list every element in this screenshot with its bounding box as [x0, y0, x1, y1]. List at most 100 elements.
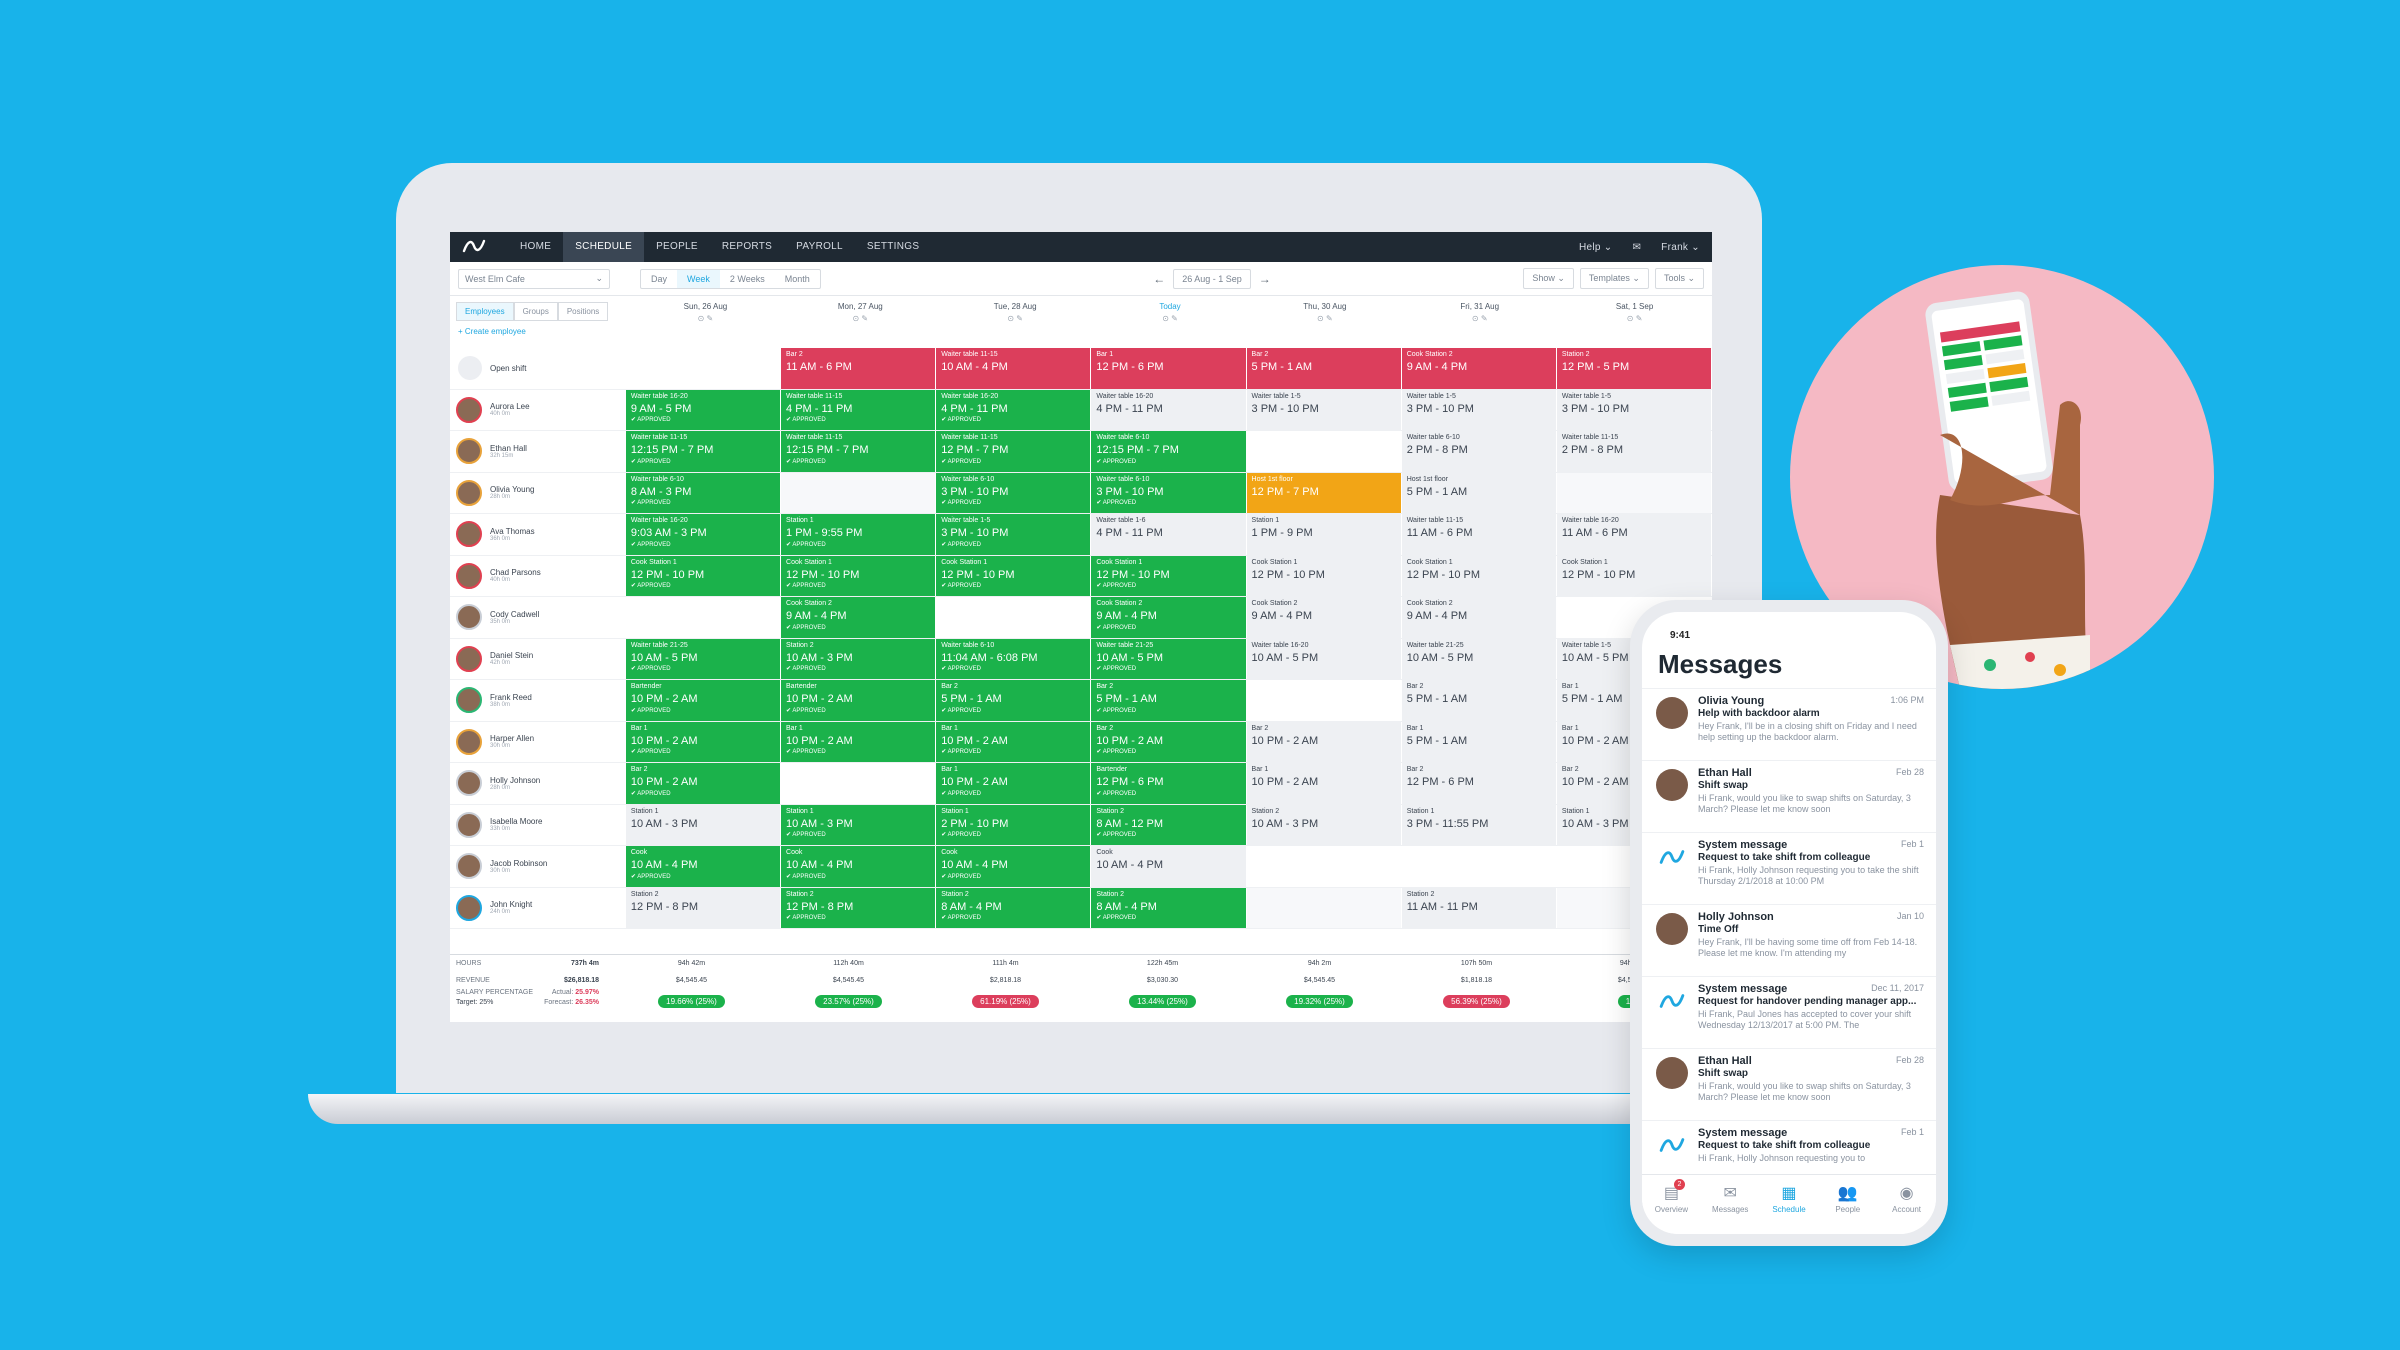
- empty-cell[interactable]: [625, 348, 781, 389]
- shift-cell[interactable]: Waiter table 16-20 9 AM - 5 PM ✔ APPROVED: [625, 389, 781, 430]
- shift-cell[interactable]: Waiter table 6-10 2 PM - 8 PM: [1401, 431, 1556, 472]
- day-label[interactable]: Sat, 1 Sep: [1615, 302, 1654, 311]
- day-actions-icon[interactable]: ⊙ ✎: [1626, 314, 1643, 323]
- view-week[interactable]: Week: [677, 269, 720, 288]
- message-item[interactable]: System message Feb 1 Request to take shift…: [1642, 832, 1936, 904]
- shift-cell[interactable]: Station 2 11 AM - 11 PM: [1401, 887, 1556, 928]
- shift-cell[interactable]: Waiter table 1-5 3 PM - 10 PM: [1401, 389, 1556, 430]
- shift-cell[interactable]: Waiter table 11-15 12 PM - 7 PM ✔ APPROVED: [936, 431, 1091, 472]
- shift-cell[interactable]: Waiter table 21-25 10 AM - 5 PM: [1401, 638, 1556, 679]
- shift-cell[interactable]: Waiter table 11-15 2 PM - 8 PM: [1556, 431, 1712, 472]
- shift-cell[interactable]: Cook 10 AM - 4 PM ✔ APPROVED: [936, 846, 1091, 887]
- employee-cell[interactable]: Isabella Moore 33h 0m: [450, 805, 626, 846]
- day-label[interactable]: Tue, 28 Aug: [993, 302, 1037, 311]
- shift-cell[interactable]: Waiter table 16-20 11 AM - 6 PM: [1556, 514, 1712, 555]
- nav-item-home[interactable]: HOME: [520, 241, 552, 252]
- nav-item-reports[interactable]: REPORTS: [721, 241, 773, 252]
- shift-cell[interactable]: Waiter table 16-20 4 PM - 11 PM ✔ APPROVED: [936, 389, 1091, 430]
- shift-cell[interactable]: Bar 2 10 PM - 2 AM ✔ APPROVED: [625, 763, 781, 804]
- tab-people[interactable]: 👥 People: [1818, 1175, 1877, 1234]
- shift-cell[interactable]: Waiter table 11-15 4 PM - 11 PM ✔ APPROVED: [781, 389, 936, 430]
- shift-cell[interactable]: Cook Station 2 9 AM - 4 PM: [1246, 597, 1401, 638]
- shift-cell[interactable]: Waiter table 1-6 4 PM - 11 PM: [1091, 514, 1246, 555]
- employee-cell[interactable]: Jacob Robinson 30h 0m: [450, 846, 626, 887]
- shift-cell[interactable]: Cook Station 1 12 PM - 10 PM: [1246, 555, 1401, 596]
- employee-cell[interactable]: Holly Johnson 28h 0m: [450, 763, 626, 804]
- shift-cell[interactable]: Waiter table 16-20 10 AM - 5 PM: [1246, 638, 1401, 679]
- shift-cell[interactable]: Station 2 8 AM - 4 PM ✔ APPROVED: [936, 887, 1091, 928]
- shift-cell[interactable]: Bar 2 11 AM - 6 PM: [781, 348, 936, 389]
- shift-cell[interactable]: Station 1 3 PM - 11:55 PM: [1401, 804, 1556, 845]
- employee-cell[interactable]: Cody Cadwell 35h 0m: [450, 597, 626, 638]
- day-label[interactable]: Today: [1159, 302, 1181, 311]
- day-label[interactable]: Fri, 31 Aug: [1460, 302, 1500, 311]
- shift-cell[interactable]: Waiter table 1-5 3 PM - 10 PM: [1246, 389, 1401, 430]
- shift-cell[interactable]: Station 2 12 PM - 8 PM: [625, 887, 781, 928]
- shift-cell[interactable]: Bar 1 10 PM - 2 AM ✔ APPROVED: [625, 721, 781, 762]
- shift-cell[interactable]: Waiter table 1-5 3 PM - 10 PM: [1556, 389, 1712, 430]
- create-employee-link[interactable]: + Create employee: [458, 327, 526, 336]
- shift-cell[interactable]: Station 2 8 AM - 12 PM ✔ APPROVED: [1091, 804, 1246, 845]
- shift-cell[interactable]: Bar 1 10 PM - 2 AM ✔ APPROVED: [781, 721, 936, 762]
- shift-cell[interactable]: Cook Station 2 9 AM - 4 PM: [1401, 597, 1556, 638]
- shift-cell[interactable]: Station 1 1 PM - 9 PM: [1246, 514, 1401, 555]
- empty-cell[interactable]: [781, 763, 936, 804]
- employee-cell[interactable]: Aurora Lee 40h 0m: [450, 390, 626, 431]
- shift-cell[interactable]: Waiter table 11-15 12:15 PM - 7 PM ✔ APPRO…: [781, 431, 936, 472]
- empty-cell[interactable]: [625, 597, 781, 638]
- shift-cell[interactable]: Cook 10 AM - 4 PM ✔ APPROVED: [625, 846, 781, 887]
- shift-cell[interactable]: Waiter table 1-5 3 PM - 10 PM ✔ APPROVED: [936, 514, 1091, 555]
- employee-cell[interactable]: Olivia Young 28h 0m: [450, 473, 626, 514]
- shift-cell[interactable]: Cook Station 1 12 PM - 10 PM ✔ APPROVED: [936, 555, 1091, 596]
- shift-cell[interactable]: Waiter table 6-10 12:15 PM - 7 PM ✔ APPROV…: [1091, 431, 1246, 472]
- shift-cell[interactable]: Cook Station 1 12 PM - 10 PM: [1401, 555, 1556, 596]
- day-actions-icon[interactable]: ⊙ ✎: [852, 314, 869, 323]
- shift-cell[interactable]: Cook 10 AM - 4 PM: [1091, 846, 1246, 887]
- shift-cell[interactable]: Waiter table 11-15 12:15 PM - 7 PM ✔ APPRO…: [625, 431, 781, 472]
- tab-schedule[interactable]: ▦ Schedule: [1760, 1175, 1819, 1234]
- message-item[interactable]: Ethan Hall Feb 28 Shift swap Hi Frank, woul…: [1642, 1048, 1936, 1120]
- shift-cell[interactable]: Host 1st floor 12 PM - 7 PM: [1246, 472, 1401, 513]
- shift-cell[interactable]: Waiter table 11-15 11 AM - 6 PM: [1401, 514, 1556, 555]
- day-label[interactable]: Sun, 26 Aug: [683, 302, 728, 311]
- shift-cell[interactable]: Bar 2 5 PM - 1 AM: [1401, 680, 1556, 721]
- tools-button[interactable]: Tools ⌄: [1654, 268, 1704, 289]
- shift-cell[interactable]: Bar 1 10 PM - 2 AM ✔ APPROVED: [936, 721, 1091, 762]
- shift-cell[interactable]: Bar 1 10 PM - 2 AM: [1246, 763, 1401, 804]
- employee-cell[interactable]: Open shift: [450, 348, 626, 389]
- day-actions-icon[interactable]: ⊙ ✎: [1317, 314, 1333, 323]
- nav-item-settings[interactable]: SETTINGS: [866, 241, 920, 252]
- shift-cell[interactable]: Cook 10 AM - 4 PM ✔ APPROVED: [781, 846, 936, 887]
- shift-cell[interactable]: Bar 2 12 PM - 6 PM: [1401, 763, 1556, 804]
- employee-cell[interactable]: Daniel Stein 42h 0m: [450, 639, 626, 680]
- message-item[interactable]: Holly Johnson Jan 10 Time Off Hey Frank, I'…: [1642, 904, 1936, 976]
- shift-cell[interactable]: Bar 2 10 PM - 2 AM: [1246, 721, 1401, 762]
- shift-cell[interactable]: Station 2 12 PM - 5 PM: [1556, 348, 1712, 389]
- shift-cell[interactable]: Host 1st floor 5 PM - 1 AM: [1401, 472, 1556, 513]
- tab-positions[interactable]: Positions: [557, 302, 609, 321]
- employee-cell[interactable]: Chad Parsons 40h 0m: [450, 556, 626, 597]
- shift-cell[interactable]: Waiter table 16-20 4 PM - 11 PM: [1091, 389, 1246, 430]
- next-week-icon[interactable]: →: [1258, 271, 1271, 286]
- shift-cell[interactable]: Waiter table 21-25 10 AM - 5 PM ✔ APPROVED: [625, 638, 781, 679]
- shift-cell[interactable]: Bar 2 10 PM - 2 AM ✔ APPROVED: [1091, 721, 1246, 762]
- shift-cell[interactable]: Bartender 12 PM - 6 PM ✔ APPROVED: [1091, 763, 1246, 804]
- empty-cell[interactable]: [1246, 680, 1401, 721]
- shift-cell[interactable]: Waiter table 6-10 3 PM - 10 PM ✔ APPROVED: [1091, 472, 1246, 513]
- location-select[interactable]: West Elm Cafe ⌄: [458, 268, 610, 289]
- shift-cell[interactable]: Bartender 10 PM - 2 AM ✔ APPROVED: [781, 680, 936, 721]
- app-logo-icon[interactable]: [462, 238, 490, 256]
- shift-cell[interactable]: Station 2 12 PM - 8 PM ✔ APPROVED: [781, 887, 936, 928]
- day-label[interactable]: Mon, 27 Aug: [837, 302, 883, 311]
- shift-cell[interactable]: Bar 1 5 PM - 1 AM: [1401, 721, 1556, 762]
- message-item[interactable]: Ethan Hall Feb 28 Shift swap Hi Frank, woul…: [1642, 760, 1936, 832]
- shift-cell[interactable]: Waiter table 6-10 3 PM - 10 PM ✔ APPROVED: [936, 472, 1091, 513]
- tab-employees[interactable]: Employees: [456, 302, 514, 321]
- view-day[interactable]: Day: [651, 273, 668, 284]
- day-actions-icon[interactable]: ⊙ ✎: [1471, 314, 1488, 323]
- message-item[interactable]: System message Dec 11, 2017 Request for ha…: [1642, 976, 1936, 1048]
